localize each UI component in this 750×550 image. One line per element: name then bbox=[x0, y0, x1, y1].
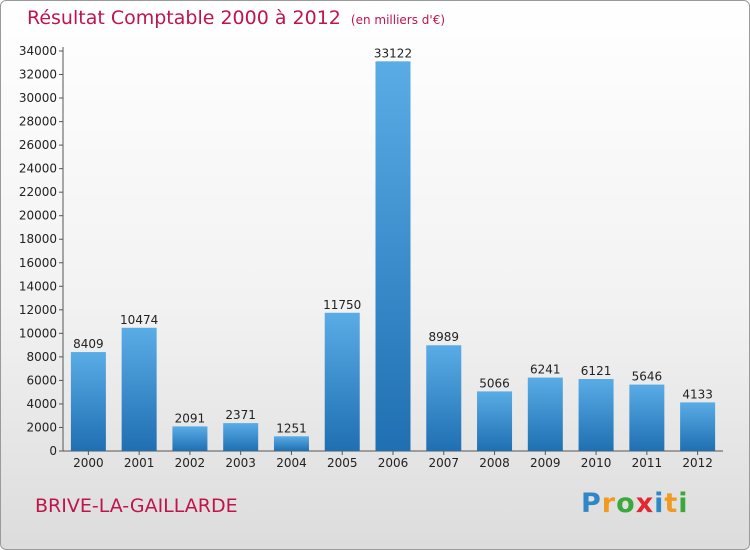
x-tick-label-2012: 2012 bbox=[682, 456, 713, 470]
bar-2000 bbox=[70, 352, 106, 451]
y-tick-label: 4000 bbox=[26, 397, 57, 411]
bar-2010 bbox=[578, 378, 614, 451]
value-label-2011: 5646 bbox=[632, 370, 663, 384]
value-label-2008: 5066 bbox=[479, 376, 510, 390]
bar-2008 bbox=[477, 391, 513, 451]
x-tick-label-2005: 2005 bbox=[327, 456, 358, 470]
y-tick-label: 0 bbox=[49, 444, 57, 458]
bar-2006 bbox=[375, 61, 411, 452]
x-tick-label-2011: 2011 bbox=[632, 456, 663, 470]
x-tick-label-2000: 2000 bbox=[73, 456, 104, 470]
y-tick-label: 18000 bbox=[19, 232, 57, 246]
logo-letter: i bbox=[654, 488, 665, 519]
city-name: BRIVE-LA-GAILLARDE bbox=[35, 495, 238, 517]
x-tick-label-2007: 2007 bbox=[428, 456, 459, 470]
y-tick-label: 28000 bbox=[19, 115, 57, 129]
x-tick-label-2001: 2001 bbox=[124, 456, 155, 470]
bar-2007 bbox=[426, 345, 462, 451]
bar-2004 bbox=[273, 436, 309, 451]
x-tick-label-2002: 2002 bbox=[175, 456, 206, 470]
bar-2009 bbox=[527, 377, 563, 451]
x-tick-label-2003: 2003 bbox=[225, 456, 256, 470]
bar-2003 bbox=[223, 423, 259, 451]
value-label-2007: 8989 bbox=[428, 330, 459, 344]
value-label-2001: 10474 bbox=[120, 313, 158, 327]
y-tick-label: 8000 bbox=[26, 350, 57, 364]
y-tick-label: 2000 bbox=[26, 420, 57, 434]
x-tick-label-2004: 2004 bbox=[276, 456, 307, 470]
bar-2012 bbox=[680, 402, 716, 451]
bar-2002 bbox=[172, 426, 208, 451]
y-tick-label: 34000 bbox=[19, 44, 57, 58]
y-tick-label: 14000 bbox=[19, 279, 57, 293]
title-text: Résultat Comptable 2000 à 2012 bbox=[27, 7, 341, 29]
value-label-2010: 6121 bbox=[581, 364, 612, 378]
value-label-2002: 2091 bbox=[175, 411, 206, 425]
unit-text: (en milliers d'€) bbox=[350, 13, 446, 27]
logo-letter: t bbox=[664, 488, 679, 519]
chart-title: Résultat Comptable 2000 à 2012 (en millie… bbox=[27, 7, 445, 29]
x-tick-label-2009: 2009 bbox=[530, 456, 561, 470]
value-label-2009: 6241 bbox=[530, 363, 561, 377]
y-tick-label: 22000 bbox=[19, 185, 57, 199]
x-tick-label-2008: 2008 bbox=[479, 456, 510, 470]
y-tick-label: 6000 bbox=[26, 373, 57, 387]
y-tick-label: 10000 bbox=[19, 326, 57, 340]
y-tick-label: 16000 bbox=[19, 256, 57, 270]
x-tick-label-2010: 2010 bbox=[581, 456, 612, 470]
logo-letter: i bbox=[678, 488, 689, 519]
value-label-2012: 4133 bbox=[682, 387, 713, 401]
logo-letter: r bbox=[601, 488, 617, 519]
logo-letter: o bbox=[616, 488, 636, 519]
proxiti-logo: Proxiti bbox=[581, 488, 689, 519]
value-label-2003: 2371 bbox=[225, 408, 256, 422]
value-label-2005: 11750 bbox=[323, 298, 361, 312]
bar-2001 bbox=[121, 327, 157, 451]
bar-2011 bbox=[629, 384, 665, 451]
y-tick-label: 20000 bbox=[19, 209, 57, 223]
logo-letter: x bbox=[635, 488, 655, 519]
value-label-2006: 33122 bbox=[374, 46, 412, 60]
y-tick-label: 26000 bbox=[19, 138, 57, 152]
y-tick-label: 24000 bbox=[19, 162, 57, 176]
x-tick-label-2006: 2006 bbox=[378, 456, 409, 470]
y-tick-label: 12000 bbox=[19, 303, 57, 317]
bar-2005 bbox=[324, 312, 360, 451]
value-label-2000: 8409 bbox=[73, 337, 104, 351]
y-tick-label: 30000 bbox=[19, 91, 57, 105]
value-label-2004: 1251 bbox=[276, 421, 307, 435]
y-tick-label: 32000 bbox=[19, 68, 57, 82]
logo-letter: P bbox=[581, 488, 602, 519]
